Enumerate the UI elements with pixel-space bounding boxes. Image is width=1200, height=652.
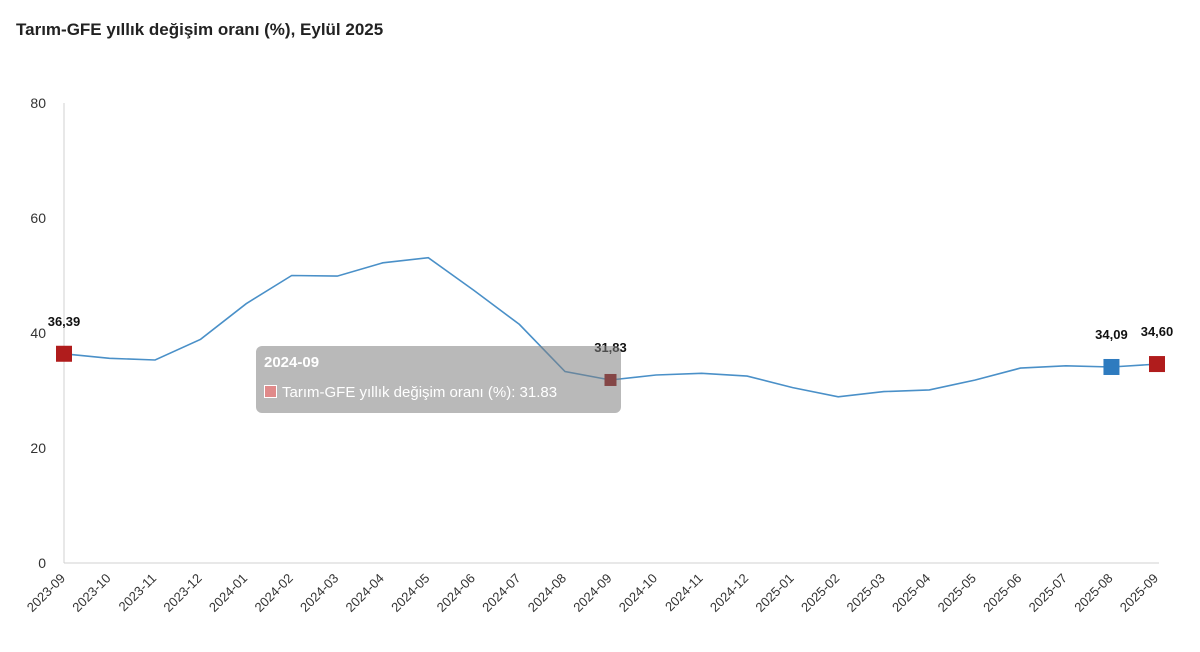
x-tick-label: 2023-09 — [24, 571, 68, 615]
x-tick-label: 2025-09 — [1117, 571, 1161, 615]
data-label: 36,39 — [48, 314, 81, 329]
x-tick-label: 2024-01 — [206, 571, 250, 615]
tooltip-row: Tarım-GFE yıllık değişim oranı (%): 31.8… — [264, 384, 557, 401]
x-tick-label: 2024-08 — [525, 571, 569, 615]
x-tick-label: 2024-04 — [343, 571, 387, 615]
x-tick-label: 2024-05 — [388, 571, 432, 615]
data-point-marker — [1103, 358, 1120, 375]
x-tick-label: 2024-12 — [707, 571, 751, 615]
data-point-marker — [56, 345, 72, 362]
chart-title: Tarım-GFE yıllık değişim oranı (%), Eylü… — [16, 20, 384, 39]
y-tick-label: 0 — [38, 555, 46, 571]
x-tick-label: 2025-06 — [980, 571, 1024, 615]
x-tick-label: 2025-04 — [889, 571, 933, 615]
x-tick-label: 2025-05 — [935, 571, 979, 615]
y-tick-label: 80 — [30, 95, 46, 111]
x-tick-label: 2025-08 — [1071, 571, 1115, 615]
x-tick-label: 2025-02 — [798, 571, 842, 615]
x-tick-label: 2025-03 — [844, 571, 888, 615]
x-tick-label: 2025-07 — [1026, 571, 1070, 615]
data-point-marker — [1149, 356, 1165, 373]
x-tick-label: 2025-01 — [752, 571, 796, 615]
x-tick-label: 2024-02 — [251, 571, 295, 615]
tooltip-text: Tarım-GFE yıllık değişim oranı (%): 31.8… — [282, 384, 558, 401]
x-tick-label: 2023-11 — [116, 571, 160, 615]
x-tick-label: 2024-11 — [662, 571, 706, 615]
y-tick-label: 20 — [30, 440, 46, 456]
x-tick-label: 2023-12 — [160, 571, 204, 615]
x-tick-label: 2023-10 — [69, 571, 113, 615]
x-tick-label: 2024-10 — [616, 571, 660, 615]
data-label: 34,09 — [1095, 327, 1128, 342]
tooltip-title: 2024-09 — [264, 354, 320, 371]
x-tick-label: 2024-06 — [434, 571, 478, 615]
x-tick-label: 2024-07 — [479, 571, 523, 615]
x-tick-label: 2024-09 — [570, 571, 614, 615]
data-label: 34,60 — [1141, 324, 1174, 339]
y-tick-label: 40 — [30, 325, 46, 341]
y-tick-label: 60 — [30, 210, 46, 226]
x-tick-label: 2024-03 — [297, 571, 341, 615]
tooltip: 2024-09 Tarım-GFE yıllık değişim oranı (… — [256, 346, 621, 413]
tooltip-series-swatch — [264, 385, 277, 398]
